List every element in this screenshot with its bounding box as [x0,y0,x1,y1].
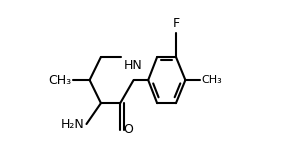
Text: HN: HN [124,59,143,72]
Text: F: F [172,17,180,30]
Text: H₂N: H₂N [61,118,85,130]
Text: CH₃: CH₃ [49,74,72,87]
Text: CH₃: CH₃ [201,75,222,85]
Text: O: O [123,124,133,136]
